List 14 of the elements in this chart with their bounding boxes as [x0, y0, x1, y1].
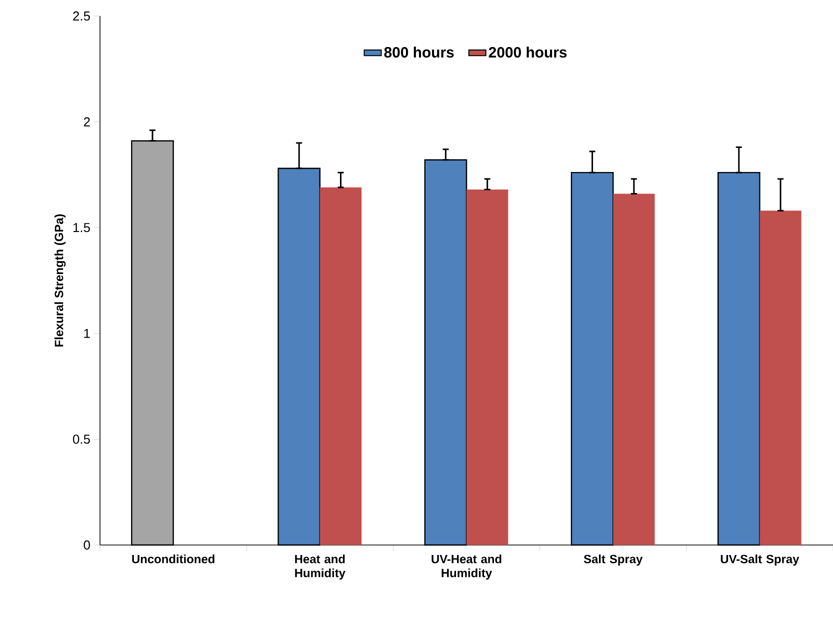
y-tick-label: 2.5 — [73, 11, 90, 21]
x-tick-label: Salt Spray — [584, 554, 643, 566]
y-tick-label: 1.5 — [73, 223, 90, 232]
y-tick-label: 0 — [84, 540, 90, 550]
y-tick-label: 0.5 — [72, 434, 90, 444]
x-tick-label: Unconditioned — [132, 554, 214, 564]
y-tick-label: 1 — [84, 328, 90, 338]
x-tick-label: UV-Heat and Humidity — [432, 554, 502, 580]
legend-label: 2000 hours — [488, 46, 567, 58]
y-tick-label: 2 — [84, 117, 90, 126]
x-tick-label: UV-Salt Spray — [720, 554, 800, 566]
x-tick-label: Heat and Humidity — [295, 554, 346, 580]
legend-label: 800 hours — [384, 46, 454, 58]
y-axis-title: Flexural Strength (GPa) — [54, 214, 66, 346]
